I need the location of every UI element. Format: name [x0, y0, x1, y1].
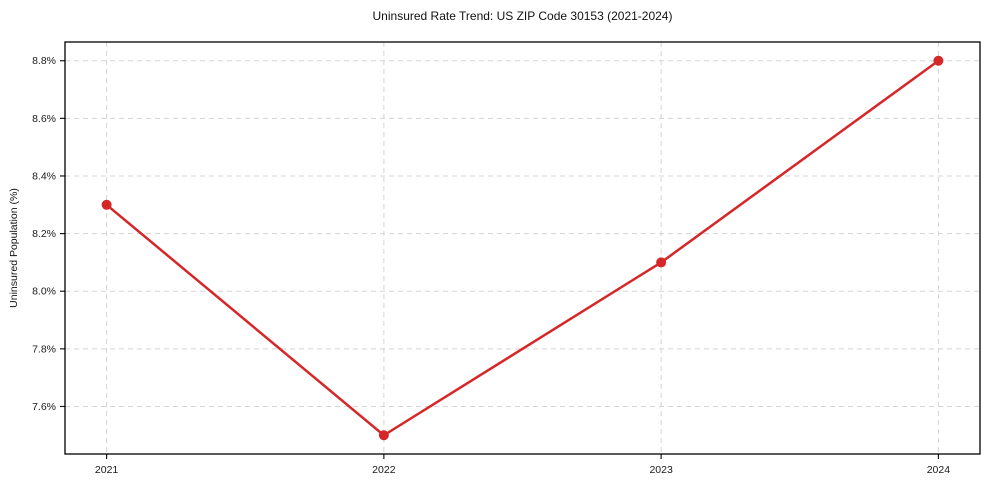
x-tick-label: 2023 — [649, 464, 673, 476]
y-tick-label: 7.8% — [32, 343, 56, 355]
trend-line — [105, 59, 940, 437]
plot-frame — [64, 41, 981, 455]
x-tick-label: 2024 — [927, 464, 951, 476]
data-point — [378, 430, 389, 441]
y-tick-label: 8.8% — [32, 55, 56, 67]
x-tick-label: 2021 — [95, 464, 119, 476]
data-point — [656, 257, 667, 268]
data-point — [101, 199, 112, 210]
data-point — [933, 55, 944, 66]
y-tick-label: 8.0% — [32, 286, 56, 298]
y-tick-label: 7.6% — [32, 401, 56, 413]
y-tick-label: 8.2% — [32, 228, 56, 240]
chart-title: Uninsured Rate Trend: US ZIP Code 30153 … — [372, 9, 673, 23]
y-tick-label: 8.6% — [32, 113, 56, 125]
y-tick-label: 8.4% — [32, 170, 56, 182]
x-tick-label: 2022 — [372, 464, 396, 476]
